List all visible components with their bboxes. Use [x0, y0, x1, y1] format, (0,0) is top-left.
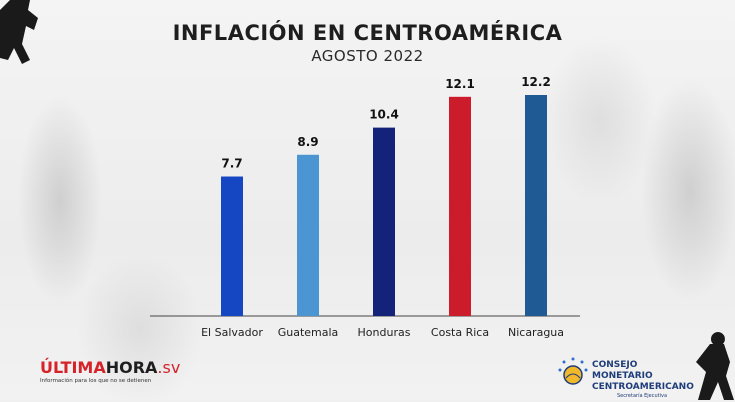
ultimahora-logo: ÚLTIMAHORA.sv Información para los que n…	[40, 358, 181, 385]
bar-honduras	[373, 127, 395, 316]
category-label: El Salvador	[201, 326, 263, 339]
data-label: 7.7	[221, 157, 242, 171]
chart-subtitle: AGOSTO 2022	[311, 47, 424, 65]
cmca-logo: CONSEJO MONETARIO CENTROAMERICANO Secret…	[556, 356, 696, 399]
bar-el-salvador	[221, 176, 243, 316]
runner-silhouette-left	[0, 0, 38, 64]
category-label: Nicaragua	[508, 326, 564, 339]
chart-title: INFLACIÓN EN CENTROAMÉRICA	[172, 21, 563, 45]
cmca-name-line2: CENTROAMERICANO	[592, 382, 694, 392]
cmca-name-line1: CONSEJO MONETARIO	[592, 360, 653, 381]
bar-nicaragua	[525, 95, 547, 316]
bar-costa-rica	[449, 96, 471, 316]
data-label: 8.9	[297, 135, 318, 149]
logo-tagline: Información para los que no se detienen	[40, 378, 152, 384]
data-label: 12.1	[445, 77, 475, 91]
runner-silhouette-right	[696, 332, 734, 400]
category-label: Costa Rica	[431, 326, 489, 339]
bar-guatemala	[297, 154, 319, 316]
category-label: Guatemala	[278, 326, 339, 339]
logo-text-domain: .sv	[157, 358, 181, 377]
category-label: Honduras	[358, 326, 411, 339]
data-label: 12.2	[521, 75, 551, 89]
cmca-seal-icon	[558, 357, 588, 385]
logo-text-ultima: ÚLTIMA	[40, 358, 106, 377]
cmca-subtitle: Secretaría Ejecutiva	[616, 393, 668, 399]
data-label: 10.4	[369, 108, 399, 122]
logo-text-hora: HORA	[105, 358, 158, 377]
